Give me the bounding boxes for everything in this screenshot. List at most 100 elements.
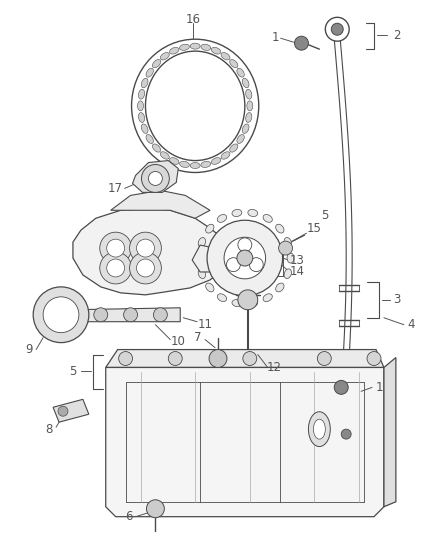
Polygon shape [384,358,396,507]
Circle shape [334,381,348,394]
Ellipse shape [201,44,211,51]
Circle shape [207,220,283,296]
Ellipse shape [206,224,214,233]
Text: 12: 12 [267,361,282,374]
Circle shape [249,257,263,272]
Circle shape [294,36,308,50]
Ellipse shape [248,209,258,216]
Circle shape [325,17,349,41]
Circle shape [58,406,68,416]
Text: 14: 14 [290,265,305,278]
Circle shape [238,290,258,310]
Ellipse shape [152,60,161,68]
Polygon shape [133,160,178,192]
Circle shape [341,429,351,439]
Circle shape [141,165,170,192]
Text: 4: 4 [407,318,414,331]
Ellipse shape [152,144,161,152]
Ellipse shape [138,90,145,99]
Ellipse shape [146,134,153,143]
Ellipse shape [145,51,245,160]
Ellipse shape [242,124,249,133]
Ellipse shape [263,214,272,222]
Ellipse shape [201,161,211,167]
Circle shape [238,238,252,252]
Ellipse shape [146,68,153,77]
Ellipse shape [138,101,144,111]
Ellipse shape [221,52,230,60]
Circle shape [209,350,227,367]
Circle shape [279,241,293,255]
Circle shape [130,232,161,264]
Ellipse shape [170,47,179,54]
Ellipse shape [248,300,258,306]
Circle shape [94,308,108,322]
Ellipse shape [284,238,291,247]
Ellipse shape [190,43,200,49]
Circle shape [107,239,124,257]
Text: 15: 15 [307,222,322,235]
Circle shape [137,239,155,257]
Circle shape [367,352,381,366]
Ellipse shape [141,124,148,133]
Text: 13: 13 [290,254,305,266]
Ellipse shape [221,152,230,159]
Text: 1: 1 [272,31,279,44]
Circle shape [107,259,124,277]
Ellipse shape [160,52,169,60]
Text: 6: 6 [125,510,132,523]
Circle shape [331,23,343,35]
Ellipse shape [314,419,325,439]
Text: 9: 9 [25,343,33,356]
Polygon shape [73,208,228,295]
Ellipse shape [190,163,200,168]
Ellipse shape [287,253,294,263]
Ellipse shape [141,78,148,88]
Ellipse shape [230,60,238,68]
Text: 5: 5 [321,209,328,222]
Text: 1: 1 [375,381,383,394]
Ellipse shape [247,101,253,111]
Ellipse shape [284,269,291,279]
Ellipse shape [308,411,330,447]
Ellipse shape [180,44,189,51]
Ellipse shape [170,158,179,164]
Text: 11: 11 [198,318,212,331]
Text: 7: 7 [194,331,202,344]
Circle shape [130,252,161,284]
Text: 16: 16 [186,13,201,26]
Ellipse shape [212,47,221,54]
Ellipse shape [217,214,226,222]
Ellipse shape [138,112,145,123]
Circle shape [237,250,253,266]
Ellipse shape [217,294,226,302]
Circle shape [33,287,89,343]
Ellipse shape [230,144,238,152]
Ellipse shape [160,152,169,159]
Circle shape [318,352,331,366]
Ellipse shape [246,90,252,99]
Text: 10: 10 [171,335,186,348]
Circle shape [224,237,265,279]
Circle shape [100,232,131,264]
Circle shape [243,352,257,366]
Ellipse shape [276,283,284,292]
Text: 17: 17 [108,182,123,195]
Circle shape [100,252,131,284]
Ellipse shape [276,224,284,233]
Circle shape [137,259,155,277]
Text: 5: 5 [69,365,77,378]
Ellipse shape [237,134,244,143]
Text: 8: 8 [46,423,53,435]
Polygon shape [106,367,384,516]
Circle shape [119,352,133,366]
Polygon shape [111,190,210,218]
Circle shape [148,172,162,185]
Ellipse shape [237,68,244,77]
Ellipse shape [212,158,221,164]
Ellipse shape [246,112,252,123]
Polygon shape [71,308,180,322]
Ellipse shape [196,253,203,263]
Text: 3: 3 [393,293,401,306]
Circle shape [153,308,167,322]
